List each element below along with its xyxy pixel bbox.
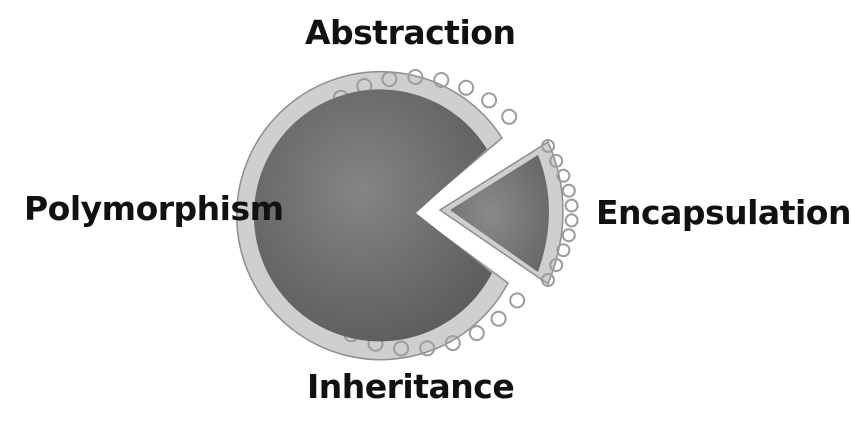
crust-scallop <box>490 310 507 327</box>
slice-scallop <box>561 183 576 198</box>
crust-scallop <box>509 292 526 309</box>
pie-filling <box>253 89 492 342</box>
label-abstraction: Abstraction <box>305 13 516 52</box>
crust-scallop <box>458 79 475 96</box>
crust-scallop <box>407 69 424 85</box>
crust-scallop <box>444 335 461 352</box>
label-inheritance: Inheritance <box>307 367 515 406</box>
pie-body <box>236 69 526 361</box>
crust-scallop <box>468 325 485 342</box>
pie-slice <box>438 139 579 287</box>
slice-scallop <box>541 139 555 153</box>
slice-scallop <box>561 228 576 243</box>
crust-scallop <box>501 108 518 125</box>
crust-scallop <box>393 340 410 357</box>
slice-scallop <box>564 198 579 213</box>
slice-scallop <box>549 258 564 273</box>
label-polymorphism: Polymorphism <box>24 189 284 228</box>
slice-scallop <box>541 273 555 287</box>
pie-slice-filling <box>450 155 549 272</box>
slice-scallop <box>564 213 579 228</box>
pie-slice-rim <box>541 139 579 287</box>
crust-scallop <box>419 340 436 357</box>
slice-scallop <box>549 153 564 168</box>
slice-scallop <box>556 168 571 183</box>
crust-scallop <box>381 71 398 88</box>
label-encapsulation: Encapsulation <box>596 193 851 232</box>
crust-scallop <box>433 72 450 88</box>
crust-scallop <box>481 92 498 109</box>
slice-scallop <box>556 243 571 258</box>
